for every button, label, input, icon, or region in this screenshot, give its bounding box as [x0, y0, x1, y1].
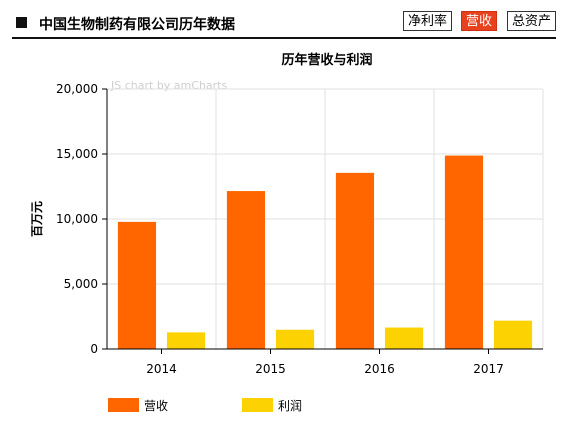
legend-item-profit[interactable]: 利润 — [242, 396, 322, 414]
legend-swatch-revenue — [108, 398, 139, 412]
bar-利润-2016[interactable] — [384, 327, 424, 349]
legend-label-revenue: 营收 — [144, 399, 169, 413]
x-tick-label: 2014 — [146, 362, 177, 376]
tab-revenue[interactable]: 营收 — [461, 11, 497, 31]
y-axis-label: 百万元 — [30, 201, 44, 237]
page-title: 中国生物制药有限公司历年数据 — [39, 17, 235, 33]
bar-营收-2015[interactable] — [226, 191, 266, 349]
bar-营收-2016[interactable] — [335, 172, 375, 349]
legend-label-profit: 利润 — [278, 399, 303, 413]
section-header: 中国生物制药有限公司历年数据 净利率 营收 总资产 — [12, 8, 556, 39]
bar-利润-2015[interactable] — [275, 329, 315, 349]
x-tick-label: 2017 — [473, 362, 504, 376]
y-tick-label: 15,000 — [56, 147, 98, 161]
legend-item-revenue[interactable]: 营收 — [108, 396, 188, 414]
x-tick-label: 2015 — [255, 362, 286, 376]
title-square-icon — [16, 17, 27, 28]
bar-利润-2017[interactable] — [493, 320, 533, 349]
legend-swatch-profit — [242, 398, 273, 412]
tab-total-assets[interactable]: 总资产 — [507, 11, 556, 31]
bar-营收-2014[interactable] — [117, 221, 157, 349]
y-tick-label: 20,000 — [56, 82, 98, 96]
tab-net-margin[interactable]: 净利率 — [403, 11, 452, 31]
y-tick-label: 5,000 — [64, 277, 98, 291]
chart-title: 历年营收与利润 — [281, 52, 372, 68]
y-tick-label: 0 — [90, 342, 98, 356]
x-tick-label: 2016 — [364, 362, 395, 376]
y-tick-label: 10,000 — [56, 212, 98, 226]
bar-利润-2014[interactable] — [166, 332, 206, 349]
amcharts-watermark[interactable]: JS chart by amCharts — [110, 79, 227, 92]
bar-营收-2017[interactable] — [444, 155, 484, 349]
